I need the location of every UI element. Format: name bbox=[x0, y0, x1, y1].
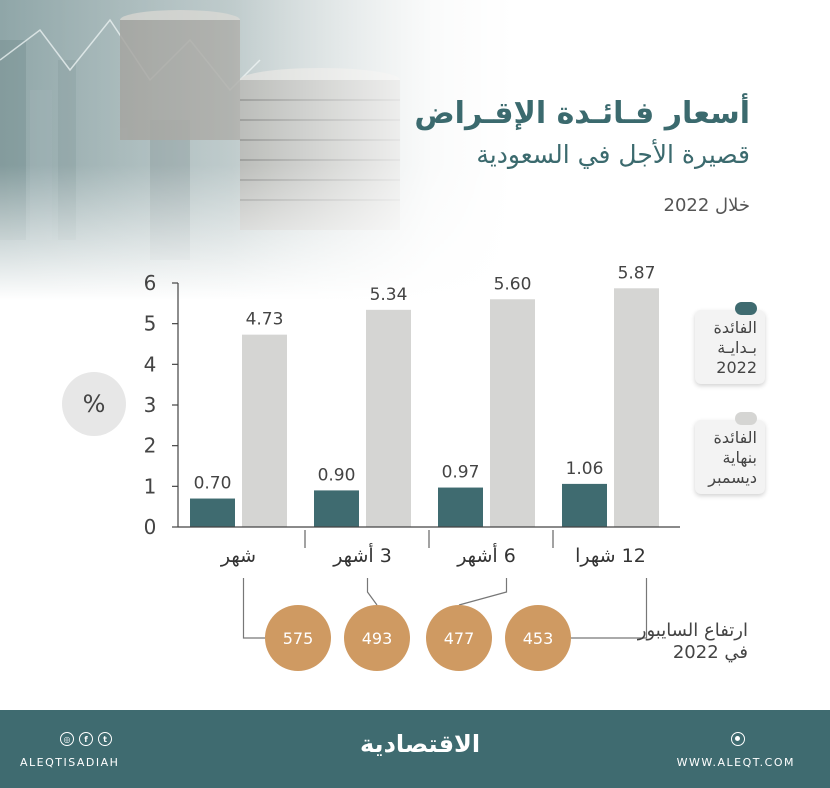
social-handle[interactable]: ALEQTISADIAH bbox=[20, 756, 120, 769]
sibor-value: 493 bbox=[362, 629, 393, 648]
y-tick-label: 6 bbox=[144, 271, 157, 295]
hero-background bbox=[0, 0, 830, 300]
sibor-value: 453 bbox=[523, 629, 554, 648]
instagram-icon[interactable]: ◎ bbox=[60, 732, 74, 746]
y-tick-label: 0 bbox=[144, 515, 157, 539]
connector-line bbox=[571, 578, 648, 639]
sibor-label-line: ارتفاع السايبور bbox=[637, 620, 748, 641]
footer: ◎ f t ALEQTISADIAH الاقتصادية WWW.ALEQT.… bbox=[0, 710, 830, 788]
bar-chart: 0 1 2 3 4 5 6 0.70 4.73 شهر 0.90 5.34 3 أشهر 0.97 5.60… bbox=[144, 263, 680, 671]
bar-start-2022 bbox=[314, 490, 359, 527]
bar-end-december bbox=[366, 309, 411, 527]
legend-end: الفائدة بنهاية ديسمبر bbox=[695, 412, 765, 494]
category-label: 3 أشهر bbox=[332, 543, 392, 567]
y-tick-label: 1 bbox=[144, 474, 157, 498]
legend-start: الفائدة بـدايـة 2022 bbox=[695, 302, 765, 384]
bar-end-december bbox=[614, 288, 659, 527]
bar-value-label: 5.34 bbox=[370, 285, 408, 305]
brand-logo: الاقتصادية bbox=[360, 730, 481, 758]
legend-start-swatch bbox=[735, 302, 757, 315]
category-label: 6 أشهر bbox=[456, 543, 516, 567]
bar-end-december bbox=[242, 334, 287, 527]
website-link[interactable]: WWW.ALEQT.COM bbox=[676, 756, 795, 769]
sibor-circle bbox=[344, 605, 410, 671]
legend-end-line: ديسمبر bbox=[708, 468, 757, 487]
y-tick-label: 2 bbox=[144, 434, 157, 458]
bar-value-label: 1.06 bbox=[566, 459, 604, 479]
connector-line bbox=[458, 578, 508, 606]
sibor-label-line: في 2022 bbox=[672, 642, 748, 663]
legend-end-swatch bbox=[735, 412, 757, 425]
category-label: شهر bbox=[220, 545, 256, 567]
hero-fade bbox=[0, 0, 830, 300]
bar-value-label: 5.60 bbox=[494, 274, 532, 294]
chart-period: خلال 2022 bbox=[663, 195, 750, 216]
chart-title: أسعار فـائـدة الإقـراض bbox=[414, 96, 750, 131]
bar-value-label: 4.73 bbox=[246, 310, 284, 330]
sibor-value: 575 bbox=[283, 629, 314, 648]
facebook-icon[interactable]: f bbox=[79, 732, 93, 746]
bar-value-label: 5.87 bbox=[618, 263, 656, 283]
sibor-label: ارتفاع السايبور في 2022 bbox=[638, 620, 748, 664]
legend-start-line: بـدايـة bbox=[717, 338, 757, 357]
connector-line bbox=[366, 578, 378, 606]
bar-start-2022 bbox=[562, 483, 607, 527]
legend-end-line: بنهاية bbox=[722, 448, 757, 467]
bar-end-december bbox=[490, 299, 535, 527]
sibor-circle bbox=[505, 605, 571, 671]
legend-start-line: الفائدة bbox=[713, 318, 757, 337]
bar-value-label: 0.97 bbox=[442, 463, 480, 483]
legend-end-line: الفائدة bbox=[713, 428, 757, 447]
unit-badge: % bbox=[62, 372, 126, 436]
bar-value-label: 0.90 bbox=[318, 465, 356, 485]
globe-icon bbox=[731, 732, 745, 746]
bar-start-2022 bbox=[190, 498, 235, 527]
sibor-circle bbox=[426, 605, 492, 671]
bar-start-2022 bbox=[438, 487, 483, 527]
legend-start-line: 2022 bbox=[716, 358, 757, 377]
sibor-circle bbox=[265, 605, 331, 671]
y-tick-label: 5 bbox=[144, 312, 157, 336]
social-links: ◎ f t bbox=[60, 732, 112, 746]
bar-value-label: 0.70 bbox=[194, 474, 232, 494]
chart-subtitle: قصيرة الأجل في السعودية bbox=[476, 140, 750, 169]
sibor-value: 477 bbox=[444, 629, 475, 648]
category-label: 12 شهرا bbox=[575, 545, 646, 567]
twitter-icon[interactable]: t bbox=[98, 732, 112, 746]
y-tick-label: 3 bbox=[144, 393, 157, 417]
connector-line bbox=[242, 578, 265, 639]
y-tick-label: 4 bbox=[144, 352, 157, 376]
